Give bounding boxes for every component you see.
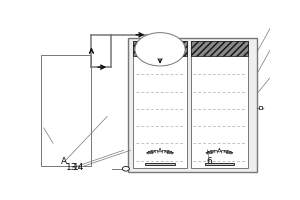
Bar	[191, 41, 248, 56]
Text: 14: 14	[73, 163, 84, 172]
Bar	[145, 163, 175, 165]
Bar	[133, 41, 187, 168]
Circle shape	[122, 166, 129, 171]
Circle shape	[135, 33, 185, 66]
Text: A: A	[61, 157, 67, 166]
Bar	[41, 55, 92, 166]
Text: 6: 6	[207, 157, 212, 166]
Bar	[191, 41, 248, 168]
Text: 13: 13	[66, 163, 78, 172]
Bar	[259, 106, 262, 109]
Bar	[128, 38, 257, 172]
Bar	[133, 41, 187, 56]
Bar	[205, 163, 234, 165]
